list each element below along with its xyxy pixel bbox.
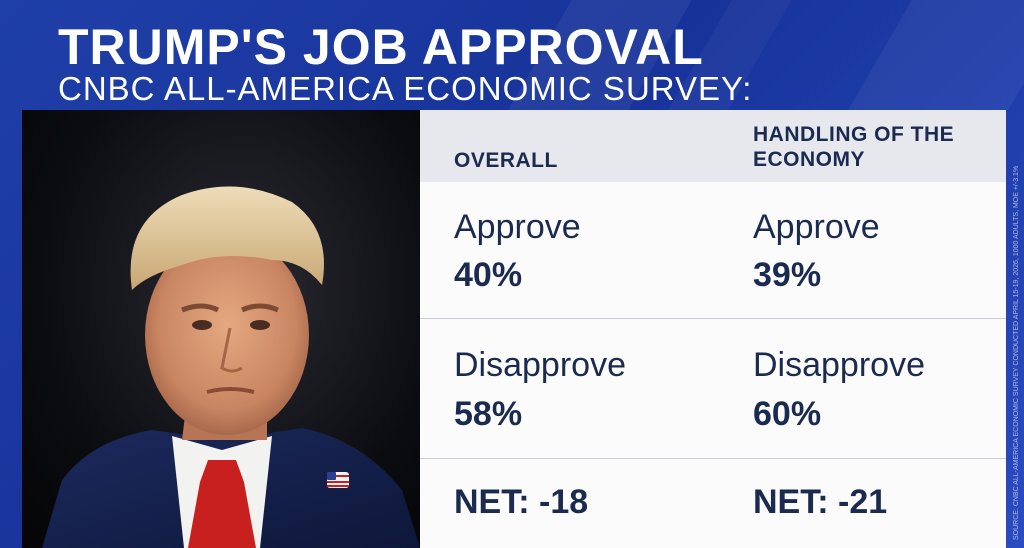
net-value-overall: NET: -18	[454, 483, 589, 521]
approve-label-overall: Approve	[454, 208, 581, 246]
right-eyebrow	[240, 303, 280, 313]
column-header-overall: OVERALL	[454, 149, 558, 172]
tie	[188, 460, 256, 548]
net-value-economy: NET: -21	[753, 483, 888, 521]
page-title: TRUMP'S JOB APPROVAL	[58, 19, 704, 75]
source-caption: SOURCE: CNBC ALL-AMERICA ECONOMIC SURVEY…	[1013, 165, 1020, 540]
disapprove-label-economy: Disapprove	[753, 346, 925, 384]
hair	[130, 186, 324, 290]
mouth	[206, 387, 255, 394]
flag-pin-stripes	[327, 475, 349, 487]
right-eye	[250, 320, 270, 330]
nose	[220, 327, 243, 373]
page-subtitle: CNBC ALL-AMERICA ECONOMIC SURVEY:	[58, 70, 753, 107]
row-divider	[420, 458, 1006, 459]
approve-label-economy: Approve	[753, 208, 880, 246]
disapprove-value-overall: 58%	[454, 395, 523, 433]
disapprove-value-economy: 60%	[753, 395, 822, 433]
disapprove-label-overall: Disapprove	[454, 346, 626, 384]
row-divider	[420, 318, 1006, 319]
table-header: OVERALL HANDLING OF THE ECONOMY	[420, 110, 1006, 182]
flag-pin-canton	[327, 472, 336, 480]
portrait-illustration	[42, 186, 420, 548]
approve-value-overall: 40%	[454, 256, 523, 294]
approval-table: OVERALL HANDLING OF THE ECONOMY Approve …	[420, 110, 1006, 548]
background-stripe	[848, 0, 1024, 110]
left-eyebrow	[181, 303, 220, 313]
portrait-photo	[22, 110, 420, 548]
column-header-economy: HANDLING OF THE ECONOMY	[753, 123, 955, 171]
approve-value-economy: 39%	[753, 256, 822, 294]
face	[145, 235, 309, 435]
left-eye	[192, 320, 212, 330]
